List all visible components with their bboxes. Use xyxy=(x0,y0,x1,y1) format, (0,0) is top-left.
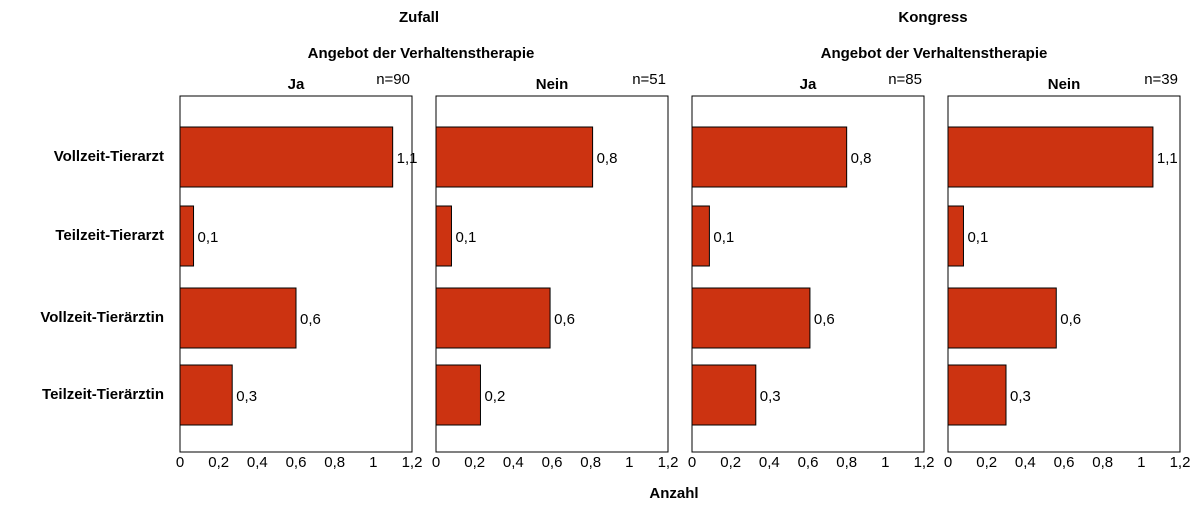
value-label: 0,6 xyxy=(1060,311,1081,328)
x-tick-label: 0,4 xyxy=(247,454,268,471)
bar xyxy=(691,205,710,267)
group-title: Kongress xyxy=(898,9,967,26)
x-tick-label: 0,2 xyxy=(976,454,997,471)
panel-title: Ja xyxy=(800,76,817,93)
bar xyxy=(179,287,297,349)
x-tick-label: 1 xyxy=(625,454,633,471)
x-tick-label: 0,4 xyxy=(759,454,780,471)
x-tick-label: 0,8 xyxy=(324,454,345,471)
panel-frame xyxy=(179,95,413,453)
panel-frame xyxy=(435,95,669,453)
x-tick-label: 0,6 xyxy=(286,454,307,471)
x-tick-label: 0,6 xyxy=(1054,454,1075,471)
x-tick-label: 0 xyxy=(432,454,440,471)
bar xyxy=(179,205,195,267)
x-tick-label: 0 xyxy=(176,454,184,471)
bar xyxy=(435,126,594,188)
x-tick-label: 1,2 xyxy=(402,454,423,471)
bar xyxy=(691,126,848,188)
x-axis-label: Anzahl xyxy=(649,485,698,502)
bar xyxy=(947,126,1154,188)
value-label: 0,1 xyxy=(967,229,988,246)
value-label: 0,3 xyxy=(236,388,257,405)
x-tick-label: 0,6 xyxy=(542,454,563,471)
value-label: 1,1 xyxy=(397,150,418,167)
category-label: Teilzeit-Tierarzt xyxy=(55,227,164,244)
value-label: 0,1 xyxy=(198,229,219,246)
x-tick-label: 0,2 xyxy=(208,454,229,471)
value-label: 0,3 xyxy=(1010,388,1031,405)
bar xyxy=(947,364,1007,426)
bar xyxy=(435,287,551,349)
bar xyxy=(947,287,1057,349)
panel-note: n=85 xyxy=(888,71,922,88)
x-tick-label: 1 xyxy=(369,454,377,471)
bar xyxy=(691,364,757,426)
value-label: 0,1 xyxy=(455,229,476,246)
value-label: 0,6 xyxy=(300,311,321,328)
x-tick-label: 0,8 xyxy=(580,454,601,471)
x-tick-label: 0,4 xyxy=(1015,454,1036,471)
category-label: Vollzeit-Tierarzt xyxy=(54,148,164,165)
category-label: Teilzeit-Tierärztin xyxy=(42,386,164,403)
value-label: 0,6 xyxy=(814,311,835,328)
bar xyxy=(179,364,233,426)
x-tick-label: 0 xyxy=(944,454,952,471)
panel-title: Ja xyxy=(288,76,305,93)
group-subtitle: Angebot der Verhaltenstherapie xyxy=(821,45,1048,62)
value-label: 0,8 xyxy=(597,150,618,167)
x-tick-label: 1,2 xyxy=(658,454,679,471)
value-label: 0,6 xyxy=(554,311,575,328)
value-label: 0,8 xyxy=(851,150,872,167)
panel-title: Nein xyxy=(536,76,569,93)
panel-note: n=39 xyxy=(1144,71,1178,88)
x-tick-label: 0,2 xyxy=(464,454,485,471)
x-tick-label: 0,4 xyxy=(503,454,524,471)
x-tick-label: 0 xyxy=(688,454,696,471)
value-label: 0,2 xyxy=(484,388,505,405)
value-label: 0,1 xyxy=(713,229,734,246)
group-subtitle: Angebot der Verhaltenstherapie xyxy=(308,45,535,62)
panel-frame xyxy=(947,95,1181,453)
panel-note: n=90 xyxy=(376,71,410,88)
x-tick-label: 1,2 xyxy=(914,454,935,471)
value-label: 0,3 xyxy=(760,388,781,405)
bar xyxy=(435,205,452,267)
bar xyxy=(179,126,394,188)
panel-note: n=51 xyxy=(632,71,666,88)
group-title: Zufall xyxy=(399,9,439,26)
x-tick-label: 1 xyxy=(881,454,889,471)
bar xyxy=(435,364,481,426)
x-tick-label: 1 xyxy=(1137,454,1145,471)
bar xyxy=(691,287,811,349)
x-tick-label: 1,2 xyxy=(1170,454,1191,471)
panel-frame xyxy=(691,95,925,453)
panel-title: Nein xyxy=(1048,76,1081,93)
x-tick-label: 0,8 xyxy=(1092,454,1113,471)
category-label: Vollzeit-Tierärztin xyxy=(40,309,164,326)
x-tick-label: 0,6 xyxy=(798,454,819,471)
bar xyxy=(947,205,964,267)
value-label: 1,1 xyxy=(1157,150,1178,167)
x-tick-label: 0,8 xyxy=(836,454,857,471)
x-tick-label: 0,2 xyxy=(720,454,741,471)
